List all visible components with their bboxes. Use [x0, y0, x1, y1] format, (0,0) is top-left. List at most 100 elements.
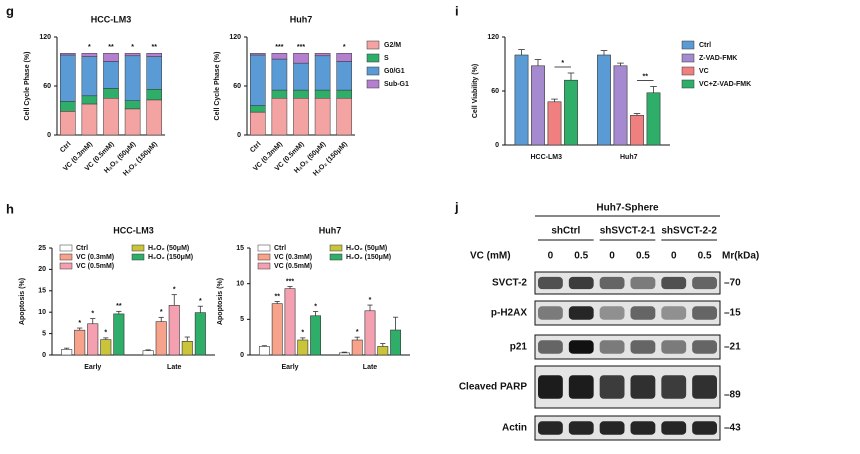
band: [692, 306, 717, 320]
group-label: shSVCT-2-1: [600, 226, 656, 237]
band: [568, 421, 594, 435]
bar-segment: [336, 61, 353, 91]
bar: [564, 79, 578, 146]
bar: [310, 315, 322, 356]
legend-label: VC (0.3mM): [274, 254, 312, 261]
band: [661, 276, 687, 290]
bar: [284, 288, 296, 356]
y-tick-label: 5: [42, 330, 46, 337]
band: [538, 340, 563, 354]
legend-label: VC+Z-VAD-FMK: [699, 81, 751, 88]
significance: **: [151, 44, 157, 51]
significance: **: [116, 303, 122, 310]
significance: *: [91, 310, 94, 317]
legend-swatch: [329, 244, 343, 252]
significance: **: [108, 44, 114, 51]
bar-segment: [146, 89, 163, 101]
band: [630, 306, 656, 320]
legend-label: Z-VAD-FMK: [699, 55, 737, 62]
y-axis-label: Apoptosis (%): [217, 278, 224, 325]
significance: ***: [297, 44, 305, 51]
row-label: p21: [510, 342, 528, 353]
significance: **: [274, 293, 280, 300]
bar-segment: [314, 53, 331, 57]
band: [538, 421, 563, 435]
y-tick-label: 20: [38, 266, 46, 273]
y-tick-label: 0: [47, 132, 51, 139]
chart-title: Huh7: [290, 14, 313, 24]
panel-label: i: [455, 3, 459, 18]
significance: *: [160, 309, 163, 316]
blot-frame: [534, 300, 721, 326]
band: [661, 421, 687, 435]
y-tick-label: 60: [491, 88, 499, 95]
bar: [630, 115, 644, 146]
panel-label: j: [454, 199, 459, 214]
bar-segment: [336, 98, 353, 136]
significance: *: [356, 329, 359, 336]
band: [568, 375, 594, 399]
x-tick-label: HCC-LM3: [531, 154, 563, 161]
bar: [61, 349, 73, 356]
significance: *: [343, 44, 346, 51]
x-tick-label: Late: [363, 364, 378, 371]
band: [630, 276, 656, 290]
significance: *: [314, 303, 317, 310]
x-tick-label: Ctrl: [59, 141, 73, 155]
band: [630, 340, 656, 354]
legend-label: VC: [699, 68, 709, 75]
band: [568, 306, 594, 320]
y-tick-label: 0: [240, 352, 244, 359]
legend-label: S: [384, 55, 389, 62]
band: [692, 340, 717, 354]
mw-unit: Mr(kDa): [722, 251, 759, 262]
chart-title: HCC-LM3: [91, 14, 132, 24]
legend-swatch: [131, 244, 145, 252]
significance: ***: [286, 278, 294, 285]
bar: [87, 323, 99, 356]
dose-label: VC (mM): [470, 251, 511, 262]
bar-segment: [124, 53, 141, 57]
y-tick-label: 5: [240, 316, 244, 323]
x-tick-label: Late: [167, 364, 182, 371]
bar: [646, 92, 661, 146]
legend-label: Ctrl: [76, 245, 88, 252]
blot-frame: [534, 415, 721, 441]
y-tick-label: 0: [237, 132, 241, 139]
bar-segment: [293, 89, 309, 99]
band: [661, 340, 687, 354]
mw-label: –21: [724, 342, 741, 353]
bar: [155, 321, 167, 356]
band: [568, 276, 594, 290]
band: [538, 276, 563, 290]
band: [568, 340, 594, 354]
bar: [258, 346, 270, 356]
band: [599, 276, 625, 290]
legend-swatch: [329, 253, 343, 261]
y-tick-label: 120: [39, 34, 51, 41]
legend-label: H₂O₂ (150μM): [148, 254, 193, 261]
blot-frame: [534, 365, 721, 409]
legend-label: H₂O₂ (50μM): [148, 245, 189, 252]
bar-segment: [293, 53, 309, 64]
legend-label: H₂O₂ (50μM): [346, 245, 387, 252]
band: [538, 306, 563, 320]
bar-segment: [81, 103, 98, 136]
x-tick-label: Early: [281, 364, 298, 371]
y-axis-label: Cell Cycle Phase (%): [214, 52, 221, 121]
legend-label: H₂O₂ (150μM): [346, 254, 391, 261]
y-tick-label: 120: [487, 34, 499, 41]
bar: [514, 54, 529, 146]
legend-swatch: [59, 262, 73, 270]
bar-segment: [271, 58, 288, 91]
bar: [351, 339, 363, 356]
bar-segment: [59, 101, 76, 112]
band: [599, 421, 625, 435]
bar-segment: [314, 89, 331, 99]
legend-label: VC (0.3mM): [76, 254, 114, 261]
significance: **: [643, 73, 649, 80]
legend-swatch: [366, 40, 380, 50]
bar-segment: [146, 99, 163, 136]
bar-segment: [336, 89, 353, 99]
y-tick-label: 15: [236, 245, 244, 252]
